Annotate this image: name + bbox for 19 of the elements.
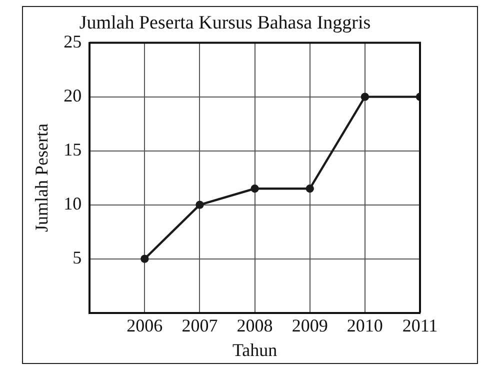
y-axis-title: Jumlah Peserta xyxy=(32,124,52,232)
point xyxy=(140,254,149,263)
point xyxy=(360,92,370,101)
y-tick-label: 15 xyxy=(64,140,82,160)
point xyxy=(250,184,259,193)
x-tick-label: 2010 xyxy=(346,315,383,336)
chart-title: Jumlah Peserta Kursus Bahasa Inggris xyxy=(79,12,371,34)
y-tick-label: 5 xyxy=(72,248,82,268)
y-tick-label: 20 xyxy=(64,86,82,106)
x-tick-label: 2007 xyxy=(182,315,218,336)
x-tick-label: 2009 xyxy=(292,315,328,336)
x-tick-label: 2011 xyxy=(402,315,438,336)
x-tick-label: 2006 xyxy=(126,315,163,336)
y-tick-label: 25 xyxy=(64,32,82,52)
x-tick-label: 2008 xyxy=(236,315,273,336)
x-axis-title: Tahun xyxy=(232,340,278,360)
point xyxy=(306,184,314,193)
point xyxy=(196,200,204,209)
y-tick-label: 10 xyxy=(64,194,82,214)
